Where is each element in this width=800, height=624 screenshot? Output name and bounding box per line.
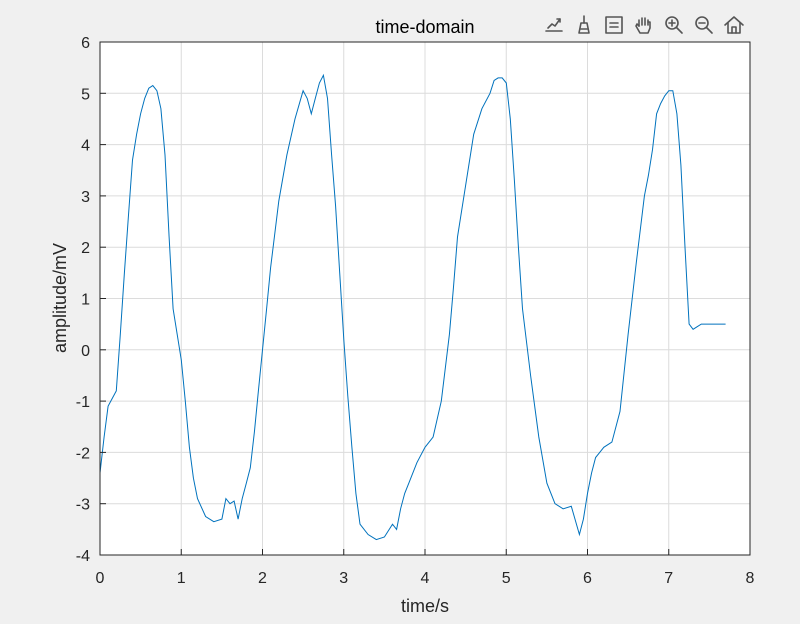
axes-toolbar	[540, 10, 748, 40]
x-tick-label: 0	[96, 570, 105, 587]
y-axis-ticks: -4 -3 -2 -1 0 1 2 3 4 5 6	[76, 35, 106, 565]
y-tick-label: -4	[76, 548, 90, 565]
y-tick-label: -1	[76, 394, 90, 411]
y-tick-label: 0	[81, 343, 90, 360]
y-tick-label: 1	[81, 292, 90, 309]
y-tick-label: 6	[81, 35, 90, 52]
x-tick-label: 3	[339, 570, 348, 587]
y-tick-label: -2	[76, 445, 90, 462]
x-tick-label: 8	[746, 570, 755, 587]
x-tick-label: 6	[583, 570, 592, 587]
brush-icon[interactable]	[570, 11, 598, 39]
home-icon[interactable]	[720, 11, 748, 39]
x-tick-label: 7	[664, 570, 673, 587]
zoom-in-icon[interactable]	[660, 11, 688, 39]
x-tick-label: 2	[258, 570, 267, 587]
x-axis-ticks: 0 1 2 3 4 5 6 7 8	[96, 549, 755, 587]
x-axis-label: time/s	[401, 596, 449, 616]
y-tick-label: 2	[81, 240, 90, 257]
y-tick-label: 3	[81, 189, 90, 206]
y-tick-label: 4	[81, 138, 90, 155]
x-tick-label: 4	[421, 570, 430, 587]
y-tick-label: -3	[76, 497, 90, 514]
y-tick-label: 5	[81, 86, 90, 103]
pan-icon[interactable]	[630, 11, 658, 39]
x-tick-label: 1	[177, 570, 186, 587]
export-icon[interactable]	[540, 11, 568, 39]
x-tick-label: 5	[502, 570, 511, 587]
zoom-out-icon[interactable]	[690, 11, 718, 39]
chart-title: time-domain	[375, 17, 474, 37]
series-line	[99, 73, 726, 541]
y-axis-label: amplitude/mV	[50, 243, 70, 353]
datatip-icon[interactable]	[600, 11, 628, 39]
